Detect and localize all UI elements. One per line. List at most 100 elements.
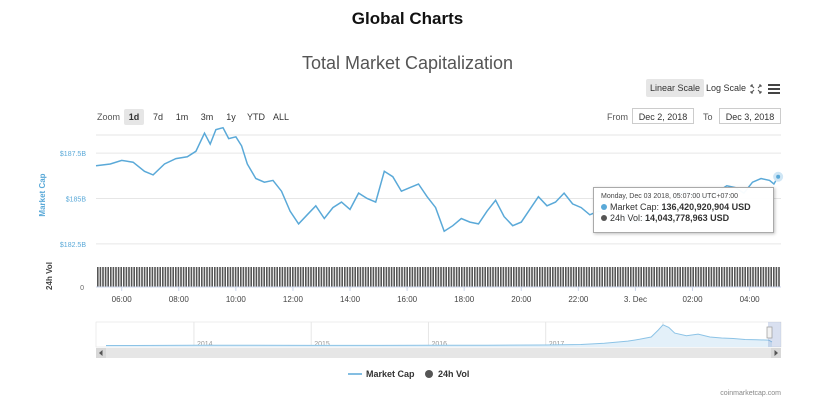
volume-bar <box>773 267 775 287</box>
volume-bar <box>193 267 195 287</box>
legend-market-cap[interactable]: Market Cap <box>348 369 415 379</box>
volume-bar <box>666 267 668 287</box>
volume-bar <box>229 267 232 287</box>
log-scale-button[interactable]: Log Scale <box>706 83 747 93</box>
volume-bar <box>419 267 421 287</box>
volume-bar <box>385 267 388 287</box>
zoom-1y-button[interactable]: 1y <box>226 112 236 122</box>
volume-bar <box>234 267 237 287</box>
tooltip-label: Market Cap: <box>610 202 660 212</box>
navigator-year-label: 2014 <box>197 341 213 348</box>
zoom-all-button[interactable]: ALL <box>272 112 289 122</box>
volume-bar <box>416 267 419 287</box>
chart-tooltip: Monday, Dec 03 2018, 05:07:00 UTC+07:00 … <box>593 187 774 233</box>
volume-bar <box>276 267 278 287</box>
legend-label: 24h Vol <box>438 369 470 379</box>
volume-bar <box>409 267 411 287</box>
volume-bar <box>767 267 770 287</box>
volume-bar <box>315 267 317 287</box>
zoom-ytd-button[interactable]: YTD <box>247 112 265 122</box>
volume-bar <box>149 267 151 287</box>
volume-bar <box>762 267 765 287</box>
volume-bar <box>583 267 585 287</box>
volume-bar <box>476 267 479 287</box>
volume-bar <box>627 267 629 287</box>
navigator-handle[interactable] <box>766 326 773 339</box>
volume-bar <box>375 267 377 287</box>
volume-bar <box>208 267 211 287</box>
volume-bar <box>471 267 473 287</box>
volume-bar <box>669 267 671 287</box>
zoom-1d-button[interactable]: 1d <box>124 109 144 125</box>
zoom-1m-button[interactable]: 1m <box>175 112 189 122</box>
zoom-3m-button[interactable]: 3m <box>200 112 214 122</box>
volume-bar <box>338 267 341 287</box>
volume-bar <box>195 267 198 287</box>
volume-bar <box>372 267 375 287</box>
volume-bar <box>466 267 468 287</box>
navigator-line <box>106 324 773 346</box>
volume-bar <box>260 267 263 287</box>
volume-bar <box>245 267 247 287</box>
volume-bar <box>393 267 395 287</box>
volume-bar <box>123 267 125 287</box>
legend-label: Market Cap <box>366 369 415 379</box>
to-date-input[interactable]: Dec 3, 2018 <box>719 108 781 124</box>
volume-bar <box>484 267 486 287</box>
volume-bar <box>544 267 546 287</box>
volume-bar <box>606 267 609 287</box>
legend-24h-vol[interactable]: 24h Vol <box>424 369 469 379</box>
volume-bar <box>510 267 512 287</box>
volume-bar <box>463 267 466 287</box>
volume-bar <box>370 267 372 287</box>
volume-bar <box>302 267 304 287</box>
credits-link[interactable]: coinmarketcap.com <box>720 390 781 397</box>
volume-bar <box>611 267 614 287</box>
volume-bar <box>604 267 606 287</box>
volume-bar <box>242 267 245 287</box>
volume-bar <box>435 267 437 287</box>
volume-bar <box>632 267 635 287</box>
volume-bar <box>110 267 112 287</box>
y-tick-label: $185B <box>66 197 87 204</box>
volume-bar <box>575 267 577 287</box>
chevron-right-icon <box>774 350 778 356</box>
volume-bar <box>757 267 759 287</box>
volume-bar <box>648 267 650 287</box>
volume-bar <box>427 267 429 287</box>
volume-bar <box>705 267 707 287</box>
volume-bar <box>162 267 164 287</box>
volume-bar <box>684 267 687 287</box>
volume-bar <box>526 267 528 287</box>
volume-bar <box>398 267 401 287</box>
volume-bar <box>182 267 185 287</box>
volume-bar <box>679 267 681 287</box>
volume-bar <box>201 267 203 287</box>
tooltip-value: 136,420,920,904 USD <box>661 202 751 212</box>
linear-scale-button[interactable]: Linear Scale <box>646 79 705 97</box>
volume-bar <box>645 267 648 287</box>
volume-bar <box>468 267 471 287</box>
volume-bar <box>281 267 284 287</box>
volume-bar <box>411 267 414 287</box>
volume-bar <box>97 267 99 287</box>
navigator-scrollbar-track[interactable] <box>96 348 781 358</box>
volume-bar <box>294 267 297 287</box>
volume-bar <box>107 267 109 287</box>
zoom-7d-button[interactable]: 7d <box>152 112 163 122</box>
from-label: From <box>607 112 628 122</box>
volume-bar <box>458 267 460 287</box>
volume-bar <box>318 267 320 287</box>
volume-bar <box>172 267 174 287</box>
volume-bar <box>143 267 146 287</box>
tooltip-header: Monday, Dec 03 2018, 05:07:00 UTC+07:00 <box>601 193 739 200</box>
volume-bar <box>749 267 752 287</box>
fullscreen-icon[interactable] <box>748 79 764 97</box>
from-date-input[interactable]: Dec 2, 2018 <box>632 108 694 124</box>
volume-bar <box>396 267 398 287</box>
volume-bar <box>450 267 453 287</box>
hamburger-menu-icon[interactable] <box>766 79 782 97</box>
volume-bar <box>528 267 531 287</box>
volume-bar <box>697 267 700 287</box>
volume-bar <box>726 267 728 287</box>
